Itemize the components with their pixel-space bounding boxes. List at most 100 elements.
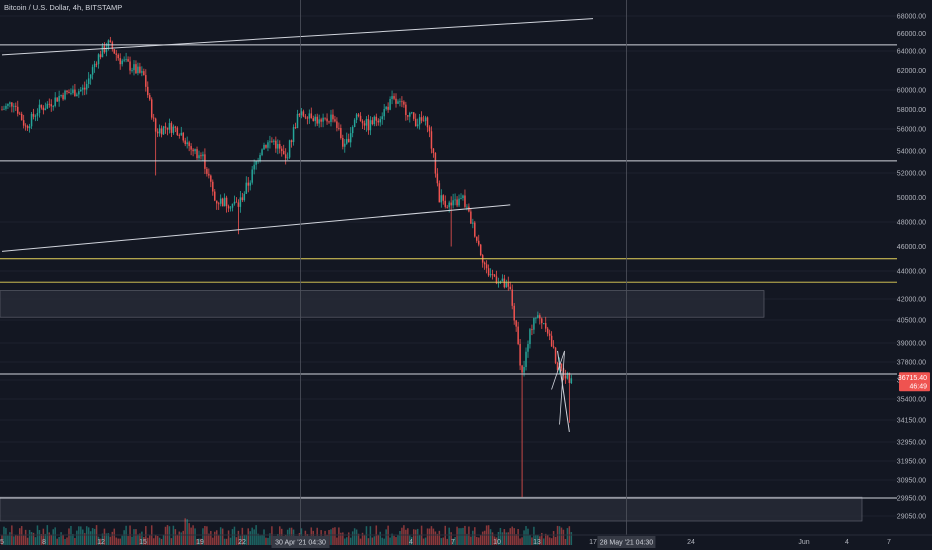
x-tick-label: 7 [887,539,891,546]
volume-bar [414,529,417,545]
candle-body [548,333,551,336]
candle-body [426,117,429,128]
volume-bar [446,538,448,545]
candle-body [369,120,372,131]
volume-bar [229,537,232,545]
candle-body [184,140,186,145]
trendline[interactable] [1,204,511,252]
volume-bar [409,535,411,545]
crosshair-date-box [271,536,330,548]
candle-body [7,103,9,106]
volume-bar [82,529,84,545]
candle-body [375,116,378,121]
volume-bar [215,530,218,545]
candle-body [489,274,492,276]
candle-body [115,53,118,55]
trendline[interactable] [557,350,570,432]
volume-bar [432,528,435,545]
volume-bar [34,537,37,545]
volume-bar [371,537,374,545]
price-axis[interactable]: 68000.00 66000.00 64000.00 62000.00 60000.00… [897,14,930,521]
candle-body [219,198,222,204]
volume-bar [190,527,192,545]
volume-bar [533,526,535,545]
candle-body [200,155,202,157]
candle-body [511,289,513,306]
candle-body [543,323,545,324]
pattern-drawing[interactable] [551,350,565,425]
candle-body [479,244,482,256]
volume-bar [257,533,259,545]
candle-body [550,335,553,347]
volume-bar [83,533,86,545]
volume-bar [143,537,145,545]
candle-body [271,141,273,143]
volume-bar [513,528,515,545]
volume-bar [381,537,383,545]
candle-body [48,103,51,105]
volume-bar [235,537,238,545]
candle-body [381,116,383,120]
volume-bar [550,538,553,545]
candle-body [336,121,338,128]
volume-bar [462,527,464,545]
volume-bar [552,531,555,545]
volume-bar [450,532,452,545]
current-price-tag [899,372,930,392]
zones [0,290,863,522]
candle-body [318,119,320,124]
volume-bar [369,526,372,545]
candle-body [391,96,393,100]
volume-bar [548,537,551,545]
volume-bar [515,534,517,545]
candle-body [456,199,458,206]
candle-body [411,112,413,114]
volume-bar [271,526,273,545]
candle-body [505,282,508,288]
candle-body [363,123,366,126]
candle-body [326,118,328,122]
y-tick-label: 31950.00 [897,459,926,466]
candle-body [338,127,340,129]
volume-bar [359,538,362,545]
volume-bar [9,532,11,545]
candle-body [259,155,261,161]
volume-bar [438,530,441,545]
volume-bar [115,537,118,545]
volume-bar [267,537,269,545]
candle-body [50,104,52,107]
volume-bar [38,530,41,545]
candle-body [452,200,454,206]
volume-bar [558,526,561,545]
candle-body [158,128,161,134]
volume-bar [119,538,121,545]
volume-bar [499,527,502,545]
candle-body [438,183,441,203]
volume-bar [379,531,381,545]
volume-bar [178,531,181,545]
candle-body [564,375,567,379]
candle-body [294,127,297,129]
candle-body [507,282,510,287]
candle-body [280,148,283,152]
time-axis[interactable]: 581215192226471013172024Jun4730 Apr '21 … [0,534,932,548]
volume-bar [434,531,437,545]
candle-body [186,142,188,145]
volume-bar [168,526,171,545]
volume-bar [401,527,403,545]
candle-body [300,111,303,116]
x-tick-label: 24 [687,539,695,546]
volume-bar [334,527,336,545]
volume-bar [537,535,539,545]
candle-body [399,101,401,103]
volume-bar [32,532,35,545]
volume-bar [105,533,108,545]
candle-body [194,149,196,152]
volume-bar [212,537,214,545]
volume-bar [223,538,226,545]
trendline[interactable] [1,18,594,56]
candle-body [312,118,315,121]
volume-bar [344,538,346,545]
